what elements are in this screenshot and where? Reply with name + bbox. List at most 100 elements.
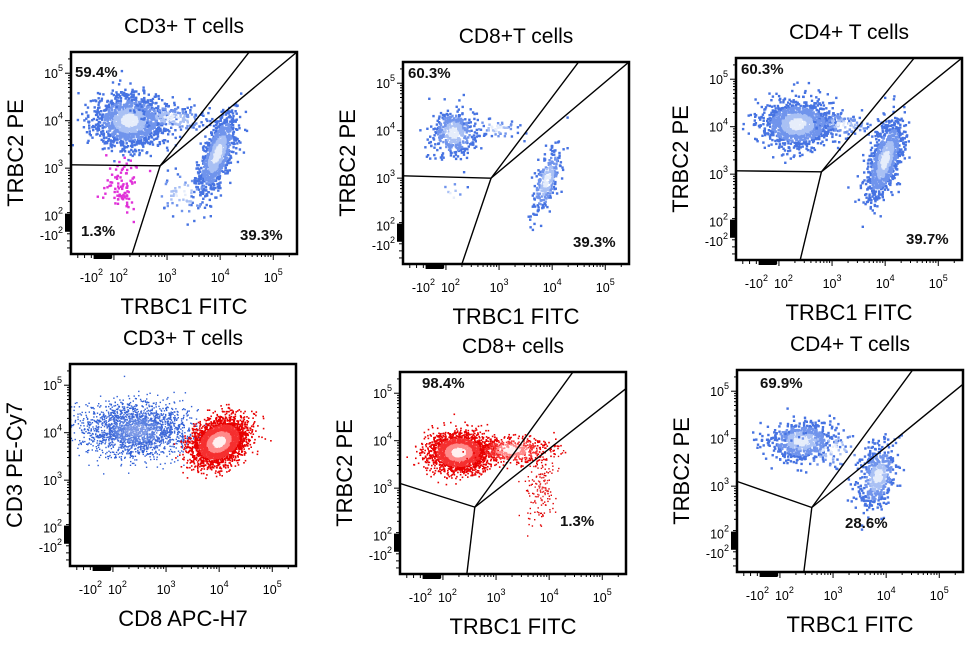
data-point: [239, 116, 241, 118]
data-point: [424, 146, 426, 148]
data-point: [85, 111, 87, 113]
data-point: [456, 106, 458, 108]
data-point: [461, 113, 463, 115]
data-point: [742, 128, 744, 130]
data-point: [483, 125, 485, 127]
data-point: [762, 141, 764, 143]
data-point: [433, 134, 435, 136]
data-point: [97, 104, 99, 106]
data-point: [188, 210, 190, 212]
data-point: [165, 105, 167, 107]
data-point: [130, 167, 132, 169]
data-point: [458, 144, 460, 146]
data-point: [217, 185, 219, 187]
data-point: [175, 190, 177, 192]
data-point: [778, 95, 780, 97]
data-point: [558, 152, 560, 154]
data-point: [119, 176, 121, 178]
data-point: [135, 90, 137, 92]
gate-line[interactable]: [160, 52, 297, 166]
tick-exponent: 3: [58, 158, 63, 168]
gate-line[interactable]: [403, 176, 491, 178]
data-point: [455, 154, 457, 156]
gate-line[interactable]: [491, 62, 629, 178]
data-point: [782, 148, 784, 150]
data-point: [433, 138, 435, 140]
data-point: [196, 161, 198, 163]
data-point: [756, 138, 758, 140]
data-point: [511, 135, 513, 137]
data-point: [517, 132, 519, 134]
data-point: [177, 112, 179, 114]
data-point: [225, 164, 227, 166]
data-point: [504, 135, 506, 137]
data-point: [440, 131, 442, 133]
data-point: [762, 114, 764, 116]
data-point: [127, 159, 129, 161]
data-point: [150, 135, 152, 137]
data-point: [179, 176, 181, 178]
gate-percentage-label: 39.3%: [573, 234, 616, 251]
data-point: [843, 131, 845, 133]
data-point: [108, 138, 110, 140]
data-point: [133, 91, 135, 93]
data-point: [230, 162, 232, 164]
gate-line[interactable]: [71, 165, 160, 166]
data-point: [447, 114, 449, 116]
data-point: [92, 129, 94, 131]
data-point: [442, 141, 444, 143]
data-point: [169, 122, 171, 124]
data-point: [795, 104, 797, 106]
data-point: [126, 202, 128, 204]
data-point: [210, 205, 212, 207]
data-point: [129, 82, 131, 84]
data-point: [174, 129, 176, 131]
data-point: [130, 149, 132, 151]
data-point: [166, 147, 168, 149]
data-point: [182, 118, 184, 120]
data-point: [100, 110, 102, 112]
y-axis-label: TRBC2 PE: [335, 109, 360, 217]
data-point: [775, 93, 777, 95]
x-tick-label: 105: [596, 277, 615, 295]
data-point: [199, 203, 201, 205]
data-point: [126, 190, 128, 192]
data-point: [468, 134, 470, 136]
data-point: [214, 196, 216, 198]
data-point: [472, 138, 474, 140]
data-point: [124, 192, 126, 194]
plot-area: [736, 58, 962, 260]
data-point: [802, 107, 804, 109]
data-point: [544, 181, 546, 183]
y-tick-label: 104: [376, 121, 395, 139]
data-point: [102, 130, 104, 132]
data-point: [560, 191, 562, 193]
data-point: [126, 194, 128, 196]
data-point: [111, 181, 113, 183]
data-point: [189, 109, 191, 111]
data-point: [757, 102, 759, 104]
data-point: [122, 106, 124, 108]
data-point: [436, 149, 438, 151]
data-point: [152, 143, 154, 145]
data-point: [491, 135, 493, 137]
data-point: [235, 128, 237, 130]
x-tick-label: 103: [158, 267, 177, 285]
gate-line[interactable]: [462, 178, 491, 264]
data-point: [170, 195, 172, 197]
data-point: [172, 110, 174, 112]
data-point: [98, 101, 100, 103]
gate-line[interactable]: [132, 166, 160, 254]
data-point: [209, 107, 211, 109]
tick-exponent: 5: [390, 73, 395, 83]
data-point: [128, 198, 130, 200]
data-point: [164, 113, 166, 115]
data-point: [562, 169, 564, 171]
data-point: [460, 158, 462, 160]
data-point: [105, 137, 107, 139]
data-point: [859, 117, 861, 119]
gate-line[interactable]: [491, 62, 579, 178]
data-point: [153, 138, 155, 140]
data-point: [229, 121, 231, 123]
